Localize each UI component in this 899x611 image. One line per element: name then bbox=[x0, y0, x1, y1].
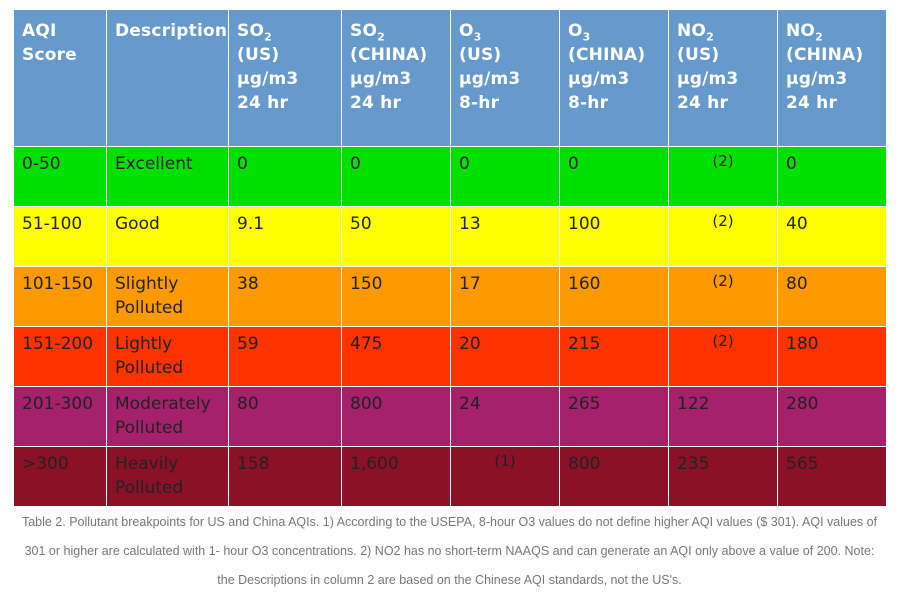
cell-aqi-score: 51-100 bbox=[13, 206, 107, 267]
cell-description: Moderately Polluted bbox=[106, 386, 229, 447]
cell-so2-us: 59 bbox=[228, 326, 342, 387]
header-no2-us: NO2 (US) µg/m3 24 hr bbox=[668, 9, 778, 147]
table-row-lightly-polluted: 151-200 Lightly Polluted 59 475 20 215 (2… bbox=[13, 326, 887, 387]
cell-no2-us: (2) bbox=[668, 326, 778, 387]
cell-o3-china: 800 bbox=[559, 446, 669, 507]
cell-description: Slightly Polluted bbox=[106, 266, 229, 327]
cell-no2-us: (2) bbox=[668, 206, 778, 267]
cell-so2-us: 38 bbox=[228, 266, 342, 327]
header-no2-china: NO2 (CHINA) µg/m3 24 hr bbox=[777, 9, 887, 147]
cell-o3-china: 100 bbox=[559, 206, 669, 267]
cell-so2-us: 9.1 bbox=[228, 206, 342, 267]
cell-no2-china: 565 bbox=[777, 446, 887, 507]
cell-so2-china: 475 bbox=[341, 326, 451, 387]
cell-no2-us: 122 bbox=[668, 386, 778, 447]
cell-so2-china: 50 bbox=[341, 206, 451, 267]
cell-aqi-score: >300 bbox=[13, 446, 107, 507]
table-row-moderately-polluted: 201-300 Moderately Polluted 80 800 24 265… bbox=[13, 386, 887, 447]
header-description: Description bbox=[106, 9, 229, 147]
cell-so2-us: 158 bbox=[228, 446, 342, 507]
cell-aqi-score: 151-200 bbox=[13, 326, 107, 387]
cell-so2-china: 0 bbox=[341, 146, 451, 207]
cell-description: Excellent bbox=[106, 146, 229, 207]
caption-line: 301 or higher are calculated with 1- hou… bbox=[24, 544, 875, 558]
table-row-slightly-polluted: 101-150 Slightly Polluted 38 150 17 160 (… bbox=[13, 266, 887, 327]
cell-so2-china: 1,600 bbox=[341, 446, 451, 507]
header-row: AQI Score Description SO2 (US) µg/m3 24 hr S… bbox=[13, 9, 887, 147]
cell-aqi-score: 201-300 bbox=[13, 386, 107, 447]
cell-o3-us: 17 bbox=[450, 266, 560, 327]
header-so2-china: SO2 (CHINA) µg/m3 24 hr bbox=[341, 9, 451, 147]
cell-so2-us: 0 bbox=[228, 146, 342, 207]
cell-o3-us: 24 bbox=[450, 386, 560, 447]
cell-no2-us: (2) bbox=[668, 146, 778, 207]
cell-o3-china: 160 bbox=[559, 266, 669, 327]
cell-no2-china: 80 bbox=[777, 266, 887, 327]
table-row-good: 51-100 Good 9.1 50 13 100 (2) 40 bbox=[13, 206, 887, 267]
cell-no2-us: 235 bbox=[668, 446, 778, 507]
cell-so2-us: 80 bbox=[228, 386, 342, 447]
cell-so2-china: 800 bbox=[341, 386, 451, 447]
cell-so2-china: 150 bbox=[341, 266, 451, 327]
caption-line: the Descriptions in column 2 are based o… bbox=[217, 573, 682, 587]
cell-description: Lightly Polluted bbox=[106, 326, 229, 387]
cell-o3-us: 13 bbox=[450, 206, 560, 267]
cell-o3-us: 20 bbox=[450, 326, 560, 387]
cell-no2-china: 0 bbox=[777, 146, 887, 207]
header-o3-us: O3 (US) µg/m3 8-hr bbox=[450, 9, 560, 147]
cell-o3-china: 0 bbox=[559, 146, 669, 207]
cell-no2-china: 280 bbox=[777, 386, 887, 447]
cell-o3-china: 265 bbox=[559, 386, 669, 447]
cell-description: Heavily Polluted bbox=[106, 446, 229, 507]
caption-line: Table 2. Pollutant breakpoints for US an… bbox=[21, 515, 878, 529]
table-caption: Table 2. Pollutant breakpoints for US an… bbox=[13, 508, 886, 595]
header-aqi-score: AQI Score bbox=[13, 9, 107, 147]
cell-no2-china: 180 bbox=[777, 326, 887, 387]
header-so2-us: SO2 (US) µg/m3 24 hr bbox=[228, 9, 342, 147]
cell-o3-china: 215 bbox=[559, 326, 669, 387]
cell-no2-us: (2) bbox=[668, 266, 778, 327]
cell-o3-us: 0 bbox=[450, 146, 560, 207]
aqi-breakpoints-table: AQI Score Description SO2 (US) µg/m3 24 hr S… bbox=[13, 9, 887, 507]
cell-no2-china: 40 bbox=[777, 206, 887, 267]
cell-description: Good bbox=[106, 206, 229, 267]
table-row-heavily-polluted: >300 Heavily Polluted 158 1,600 (1) 800 2… bbox=[13, 446, 887, 507]
cell-aqi-score: 0-50 bbox=[13, 146, 107, 207]
header-o3-china: O3 (CHINA) µg/m3 8-hr bbox=[559, 9, 669, 147]
table-row-excellent: 0-50 Excellent 0 0 0 0 (2) 0 bbox=[13, 146, 887, 207]
cell-o3-us: (1) bbox=[450, 446, 560, 507]
cell-aqi-score: 101-150 bbox=[13, 266, 107, 327]
